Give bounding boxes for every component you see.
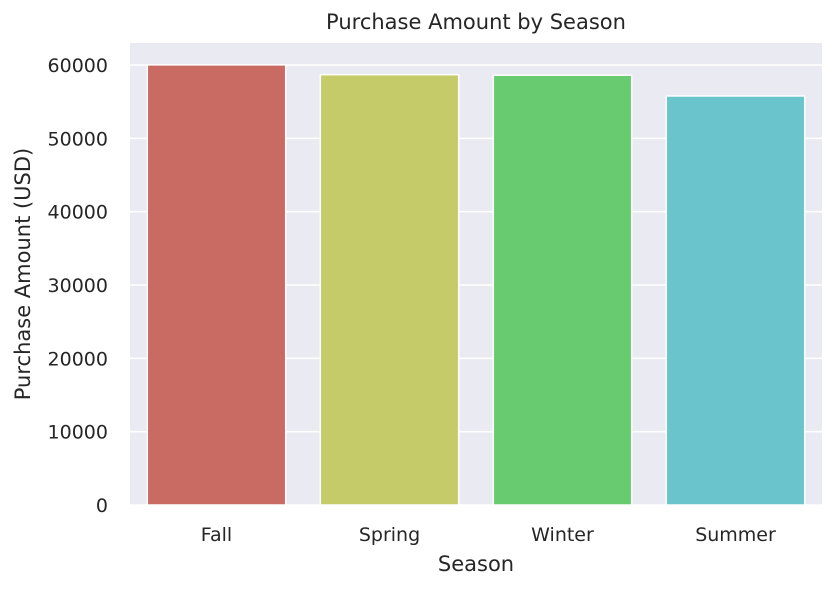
y-axis-title: Purchase Amount (USD) [11, 148, 35, 401]
x-tick-label: Summer [695, 524, 776, 546]
bar-winter [493, 75, 631, 505]
y-tick-label: 30000 [48, 275, 108, 297]
bar-summer [666, 96, 804, 505]
x-tick-labels: Fall Spring Winter Summer [201, 524, 776, 546]
y-tick-label: 50000 [48, 128, 108, 150]
bar-spring [320, 75, 458, 505]
x-tick-label: Fall [201, 524, 232, 546]
y-tick-label: 10000 [48, 422, 108, 444]
y-tick-label: 0 [96, 495, 108, 517]
x-tick-label: Spring [359, 524, 420, 546]
y-tick-label: 40000 [48, 202, 108, 224]
y-tick-label: 60000 [48, 55, 108, 77]
x-tick-label: Winter [531, 524, 594, 546]
chart-title: Purchase Amount by Season [326, 10, 626, 34]
y-tick-label: 20000 [48, 348, 108, 370]
bar-fall [147, 65, 285, 505]
y-tick-labels: 0 10000 20000 30000 40000 50000 60000 [48, 55, 108, 517]
x-axis-title: Season [438, 552, 514, 576]
